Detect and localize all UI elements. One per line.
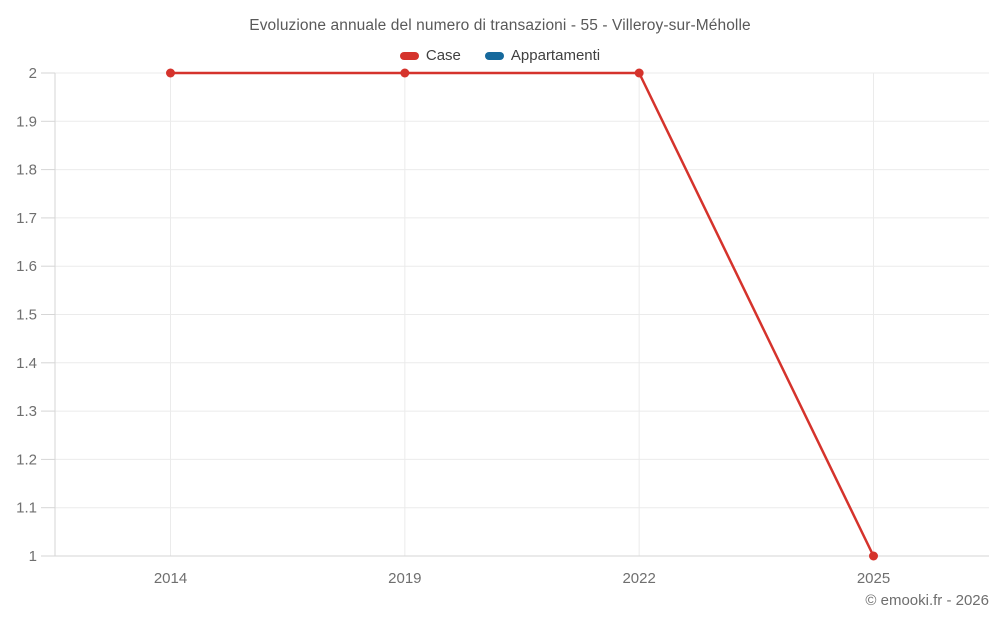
y-tick-label: 1.1 (16, 500, 37, 517)
series-marker-case (869, 551, 878, 561)
appartamenti-series-swatch-icon (484, 51, 504, 60)
y-tick-label: 1.5 (16, 307, 37, 324)
y-tick-label: 1.2 (16, 451, 37, 468)
legend-label-appartamenti: Appartamenti (510, 47, 601, 64)
y-tick-label: 2 (29, 65, 37, 82)
y-tick-label: 1.4 (16, 355, 37, 372)
legend-label-case: Case (425, 47, 461, 64)
y-tick-label: 1.8 (16, 162, 37, 179)
y-tick-label: 1.9 (16, 113, 37, 130)
y-tick-label: 1 (29, 548, 37, 565)
attribution: © emooki.fr - 2026 (865, 592, 989, 609)
x-tick-label: 2025 (857, 570, 890, 587)
x-tick-label: 2014 (154, 570, 187, 587)
y-tick-label: 1.3 (16, 403, 37, 420)
x-tick-label: 2022 (622, 570, 655, 587)
series-marker-case (400, 68, 410, 78)
y-tick-label: 1.7 (16, 210, 37, 227)
legend-item-appartamenti[interactable]: Appartamenti (484, 47, 601, 64)
chart-legend: Case Appartamenti (0, 47, 1000, 64)
legend-item-case[interactable]: Case (399, 47, 461, 64)
series-line-case (169, 71, 875, 558)
series-marker-case (166, 68, 175, 78)
chart-title: Evoluzione annuale del numero di transaz… (249, 17, 751, 34)
case-series-swatch-icon (399, 51, 419, 60)
y-tick-label: 1.6 (16, 258, 37, 275)
x-tick-label: 2019 (388, 570, 421, 587)
series-marker-case (634, 68, 644, 78)
